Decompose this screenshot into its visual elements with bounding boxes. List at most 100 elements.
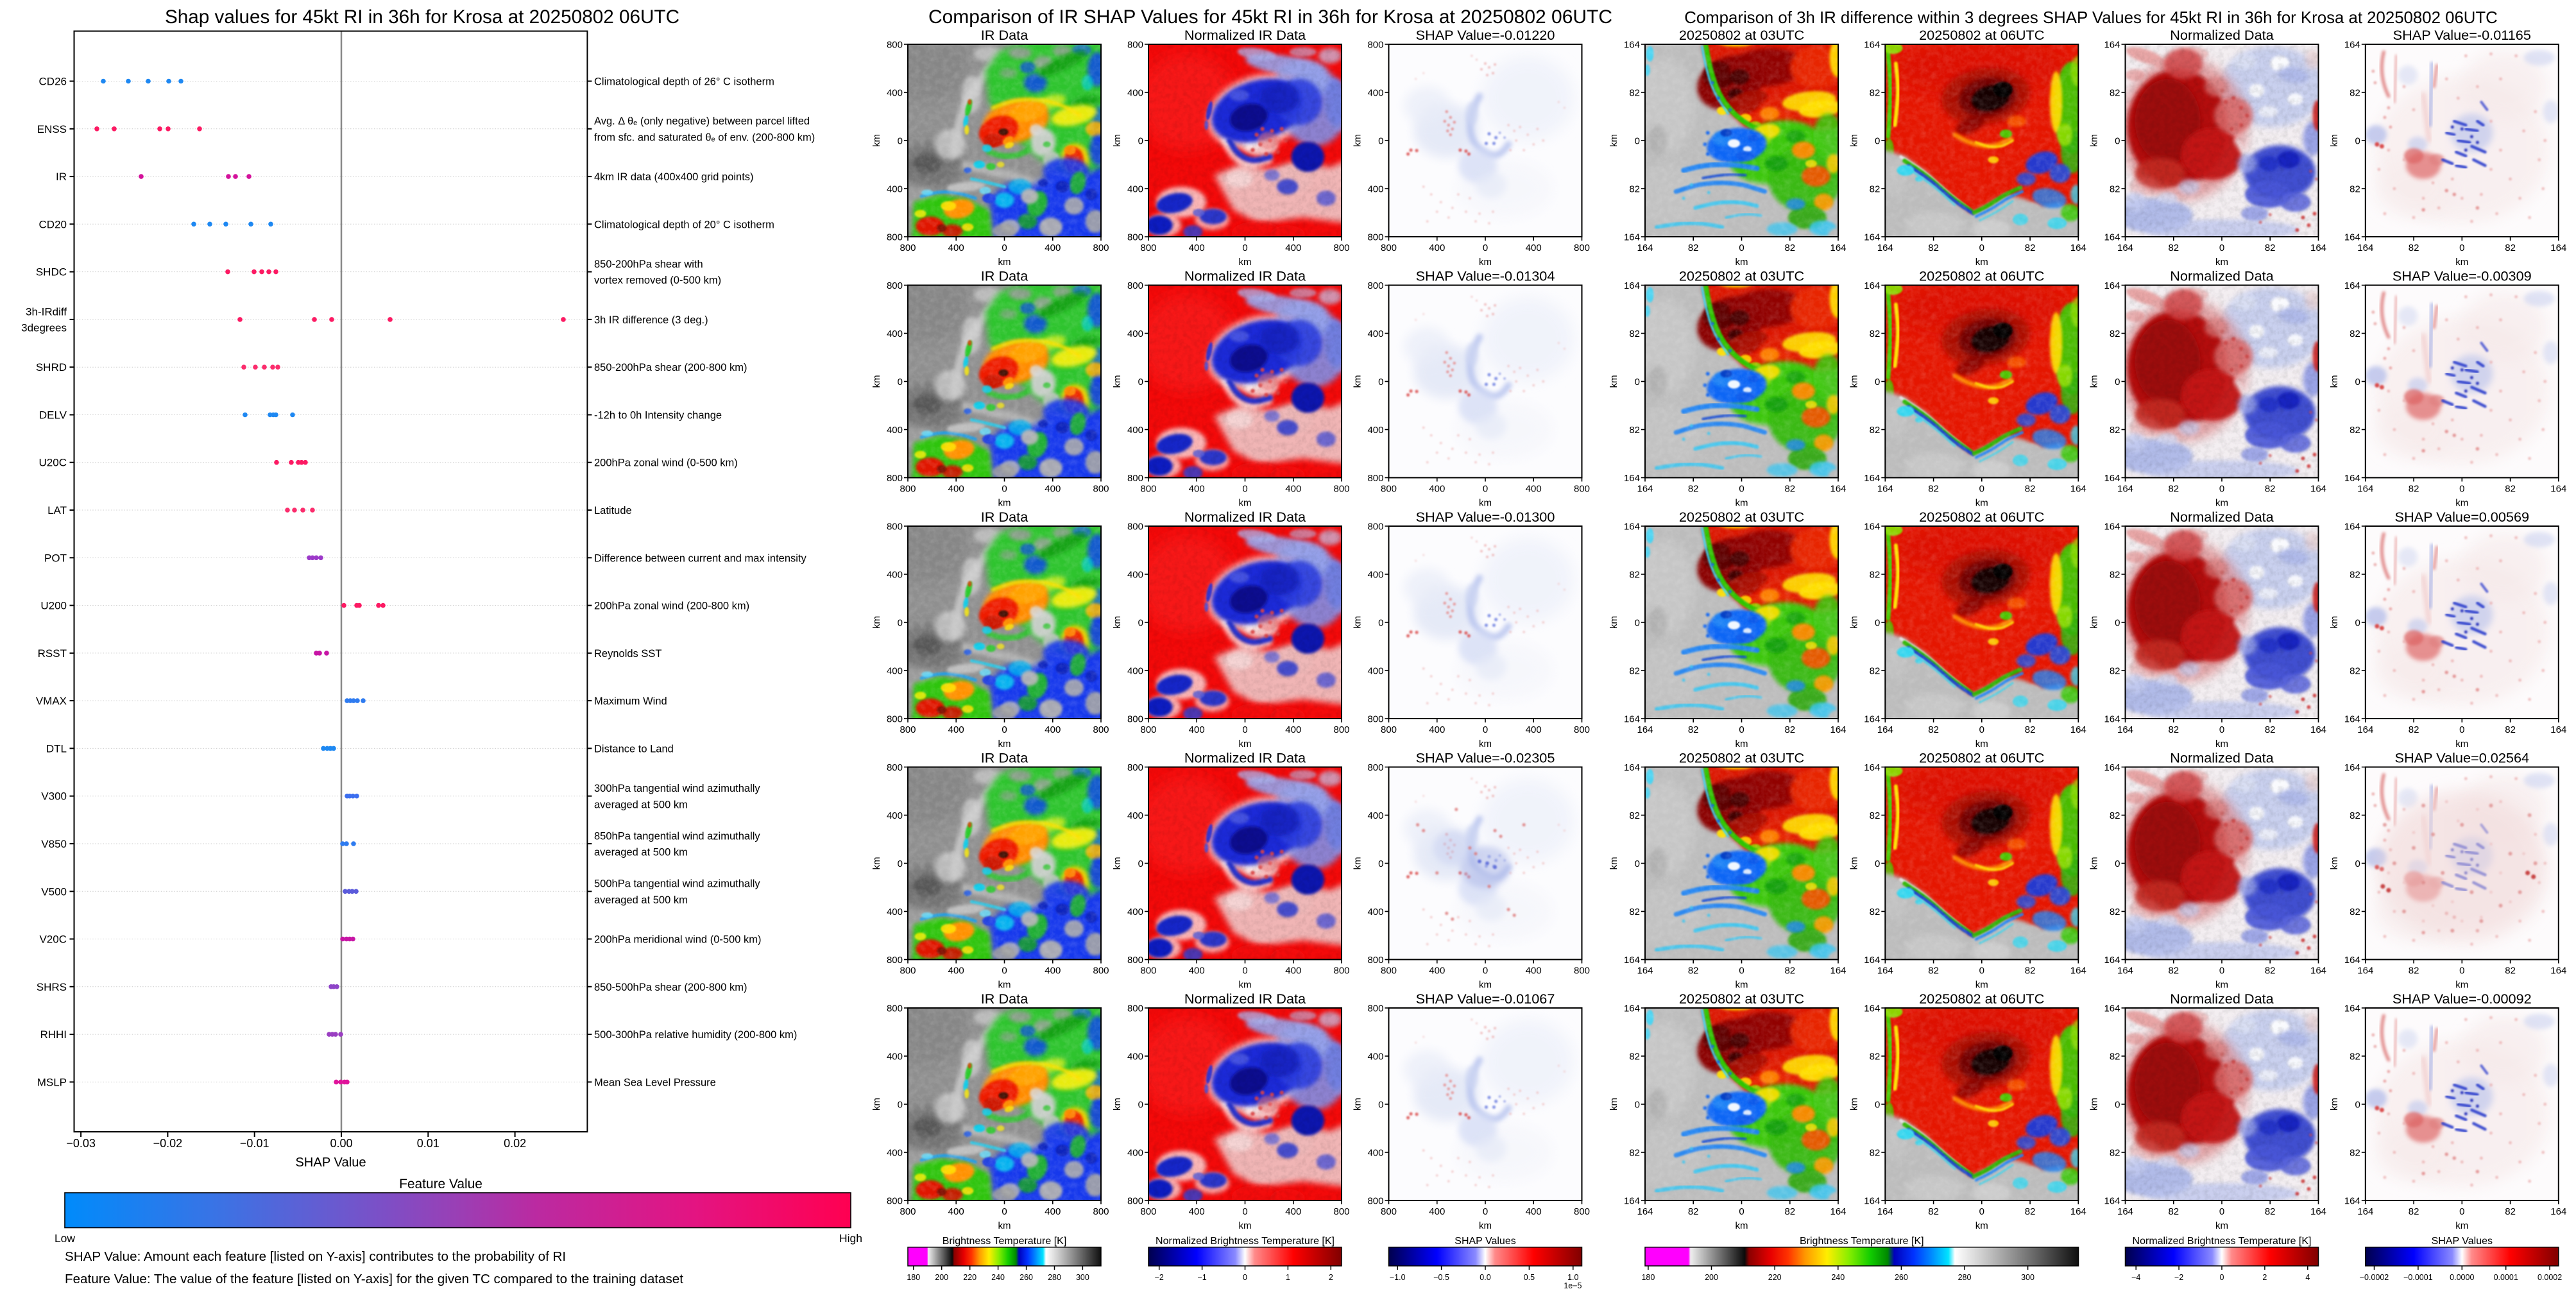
svg-text:164: 164 <box>2344 280 2360 291</box>
svg-text:82: 82 <box>2350 329 2360 339</box>
svg-text:km: km <box>1848 375 1859 388</box>
svg-text:82: 82 <box>1928 966 1939 977</box>
svg-text:−2: −2 <box>1155 1273 1164 1282</box>
svg-text:400: 400 <box>1189 966 1205 977</box>
svg-text:0: 0 <box>2459 484 2464 495</box>
svg-text:500-300hPa relative humidity (: 500-300hPa relative humidity (200-800 km… <box>594 1029 797 1041</box>
svg-text:82: 82 <box>2265 484 2276 495</box>
svg-text:km: km <box>2455 498 2468 509</box>
svg-text:RHHI: RHHI <box>40 1029 67 1041</box>
svg-text:0.0002: 0.0002 <box>2538 1273 2562 1282</box>
svg-text:Normalized IR Data: Normalized IR Data <box>1184 750 1306 766</box>
svg-text:SHAP Value=-0.01220: SHAP Value=-0.01220 <box>1416 27 1555 43</box>
svg-text:−0.03: −0.03 <box>66 1137 96 1150</box>
svg-text:800: 800 <box>1127 714 1143 725</box>
svg-text:800: 800 <box>1333 243 1349 253</box>
svg-text:0: 0 <box>1138 858 1143 869</box>
svg-text:0: 0 <box>2459 724 2464 735</box>
svg-text:0: 0 <box>898 858 903 869</box>
svg-text:164: 164 <box>1830 724 1846 735</box>
svg-text:800: 800 <box>1574 243 1590 253</box>
svg-text:164: 164 <box>2070 724 2086 735</box>
svg-text:164: 164 <box>2070 1206 2086 1217</box>
svg-text:850-200hPa shear (200-800 km): 850-200hPa shear (200-800 km) <box>594 362 747 373</box>
svg-text:km: km <box>1112 375 1123 388</box>
svg-text:0: 0 <box>2115 377 2120 388</box>
svg-text:20250802 at 03UTC: 20250802 at 03UTC <box>1679 509 1804 525</box>
svg-text:164: 164 <box>2310 724 2326 735</box>
svg-text:km: km <box>1239 738 1252 749</box>
svg-text:82: 82 <box>2110 1052 2120 1063</box>
svg-text:164: 164 <box>2104 714 2120 725</box>
svg-text:164: 164 <box>1637 724 1653 735</box>
svg-text:800: 800 <box>1333 966 1349 977</box>
svg-text:82: 82 <box>1688 966 1699 977</box>
svg-text:DELV: DELV <box>39 409 67 422</box>
svg-text:400: 400 <box>887 329 903 339</box>
svg-text:400: 400 <box>948 243 964 253</box>
svg-text:High: High <box>839 1232 862 1245</box>
svg-text:400: 400 <box>1429 724 1445 735</box>
svg-text:km: km <box>2089 375 2100 388</box>
svg-text:km: km <box>1975 738 1988 749</box>
svg-text:164: 164 <box>2344 1196 2360 1207</box>
svg-text:164: 164 <box>1864 473 1880 484</box>
svg-text:20250802 at 03UTC: 20250802 at 03UTC <box>1679 268 1804 284</box>
svg-text:0: 0 <box>2219 484 2224 495</box>
svg-text:400: 400 <box>1127 88 1143 99</box>
svg-text:800: 800 <box>887 522 903 533</box>
svg-text:400: 400 <box>887 907 903 918</box>
svg-text:km: km <box>1352 857 1363 870</box>
svg-text:800: 800 <box>900 243 916 253</box>
svg-text:82: 82 <box>1870 570 1881 581</box>
svg-text:km: km <box>1975 257 1988 268</box>
svg-text:SHAP Value=-0.02305: SHAP Value=-0.02305 <box>1416 750 1555 766</box>
svg-text:82: 82 <box>2110 907 2120 918</box>
svg-text:−0.5: −0.5 <box>1433 1273 1449 1282</box>
svg-text:0: 0 <box>1242 484 1247 495</box>
svg-text:400: 400 <box>1127 1148 1143 1159</box>
svg-text:km: km <box>2455 1220 2468 1231</box>
svg-text:164: 164 <box>2117 966 2133 977</box>
svg-text:km: km <box>1975 1220 1988 1231</box>
svg-text:0: 0 <box>1483 724 1488 735</box>
svg-text:400: 400 <box>1127 425 1143 436</box>
svg-text:164: 164 <box>2104 955 2120 966</box>
svg-text:800: 800 <box>1140 484 1156 495</box>
svg-text:km: km <box>2215 738 2228 749</box>
svg-text:0: 0 <box>1483 243 1488 253</box>
svg-text:Normalized Data: Normalized Data <box>2170 27 2274 43</box>
svg-text:164: 164 <box>2104 280 2120 291</box>
svg-text:164: 164 <box>2104 1196 2120 1207</box>
svg-text:800: 800 <box>1381 1206 1397 1217</box>
svg-text:800: 800 <box>1127 1196 1143 1207</box>
svg-text:400: 400 <box>1127 1052 1143 1063</box>
svg-text:82: 82 <box>1629 88 1640 99</box>
svg-text:850-500hPa shear (200-800 km): 850-500hPa shear (200-800 km) <box>594 982 747 993</box>
svg-text:800: 800 <box>1367 522 1383 533</box>
svg-text:240: 240 <box>991 1273 1005 1282</box>
svg-text:Normalized IR Data: Normalized IR Data <box>1184 268 1306 284</box>
svg-text:82: 82 <box>1629 570 1640 581</box>
svg-text:164: 164 <box>1624 762 1640 773</box>
svg-text:82: 82 <box>2265 1206 2276 1217</box>
svg-text:82: 82 <box>2350 184 2360 195</box>
svg-text:164: 164 <box>1624 280 1640 291</box>
svg-text:82: 82 <box>2505 243 2516 253</box>
svg-text:800: 800 <box>1381 966 1397 977</box>
svg-text:km: km <box>2329 857 2340 870</box>
svg-text:4: 4 <box>2305 1273 2310 1282</box>
svg-text:82: 82 <box>1784 243 1795 253</box>
svg-text:800: 800 <box>1333 724 1349 735</box>
svg-text:400: 400 <box>1285 1206 1301 1217</box>
svg-text:from sfc. and saturated θₑ of: from sfc. and saturated θₑ of env. (200-… <box>594 132 815 143</box>
svg-text:DTL: DTL <box>46 742 67 755</box>
svg-text:km: km <box>1112 1098 1123 1111</box>
svg-text:164: 164 <box>2117 484 2133 495</box>
svg-text:400: 400 <box>1429 1206 1445 1217</box>
svg-text:164: 164 <box>2550 243 2566 253</box>
svg-text:400: 400 <box>1367 329 1383 339</box>
svg-text:82: 82 <box>2350 1148 2360 1159</box>
svg-text:400: 400 <box>1429 484 1445 495</box>
svg-text:0: 0 <box>1979 243 1984 253</box>
